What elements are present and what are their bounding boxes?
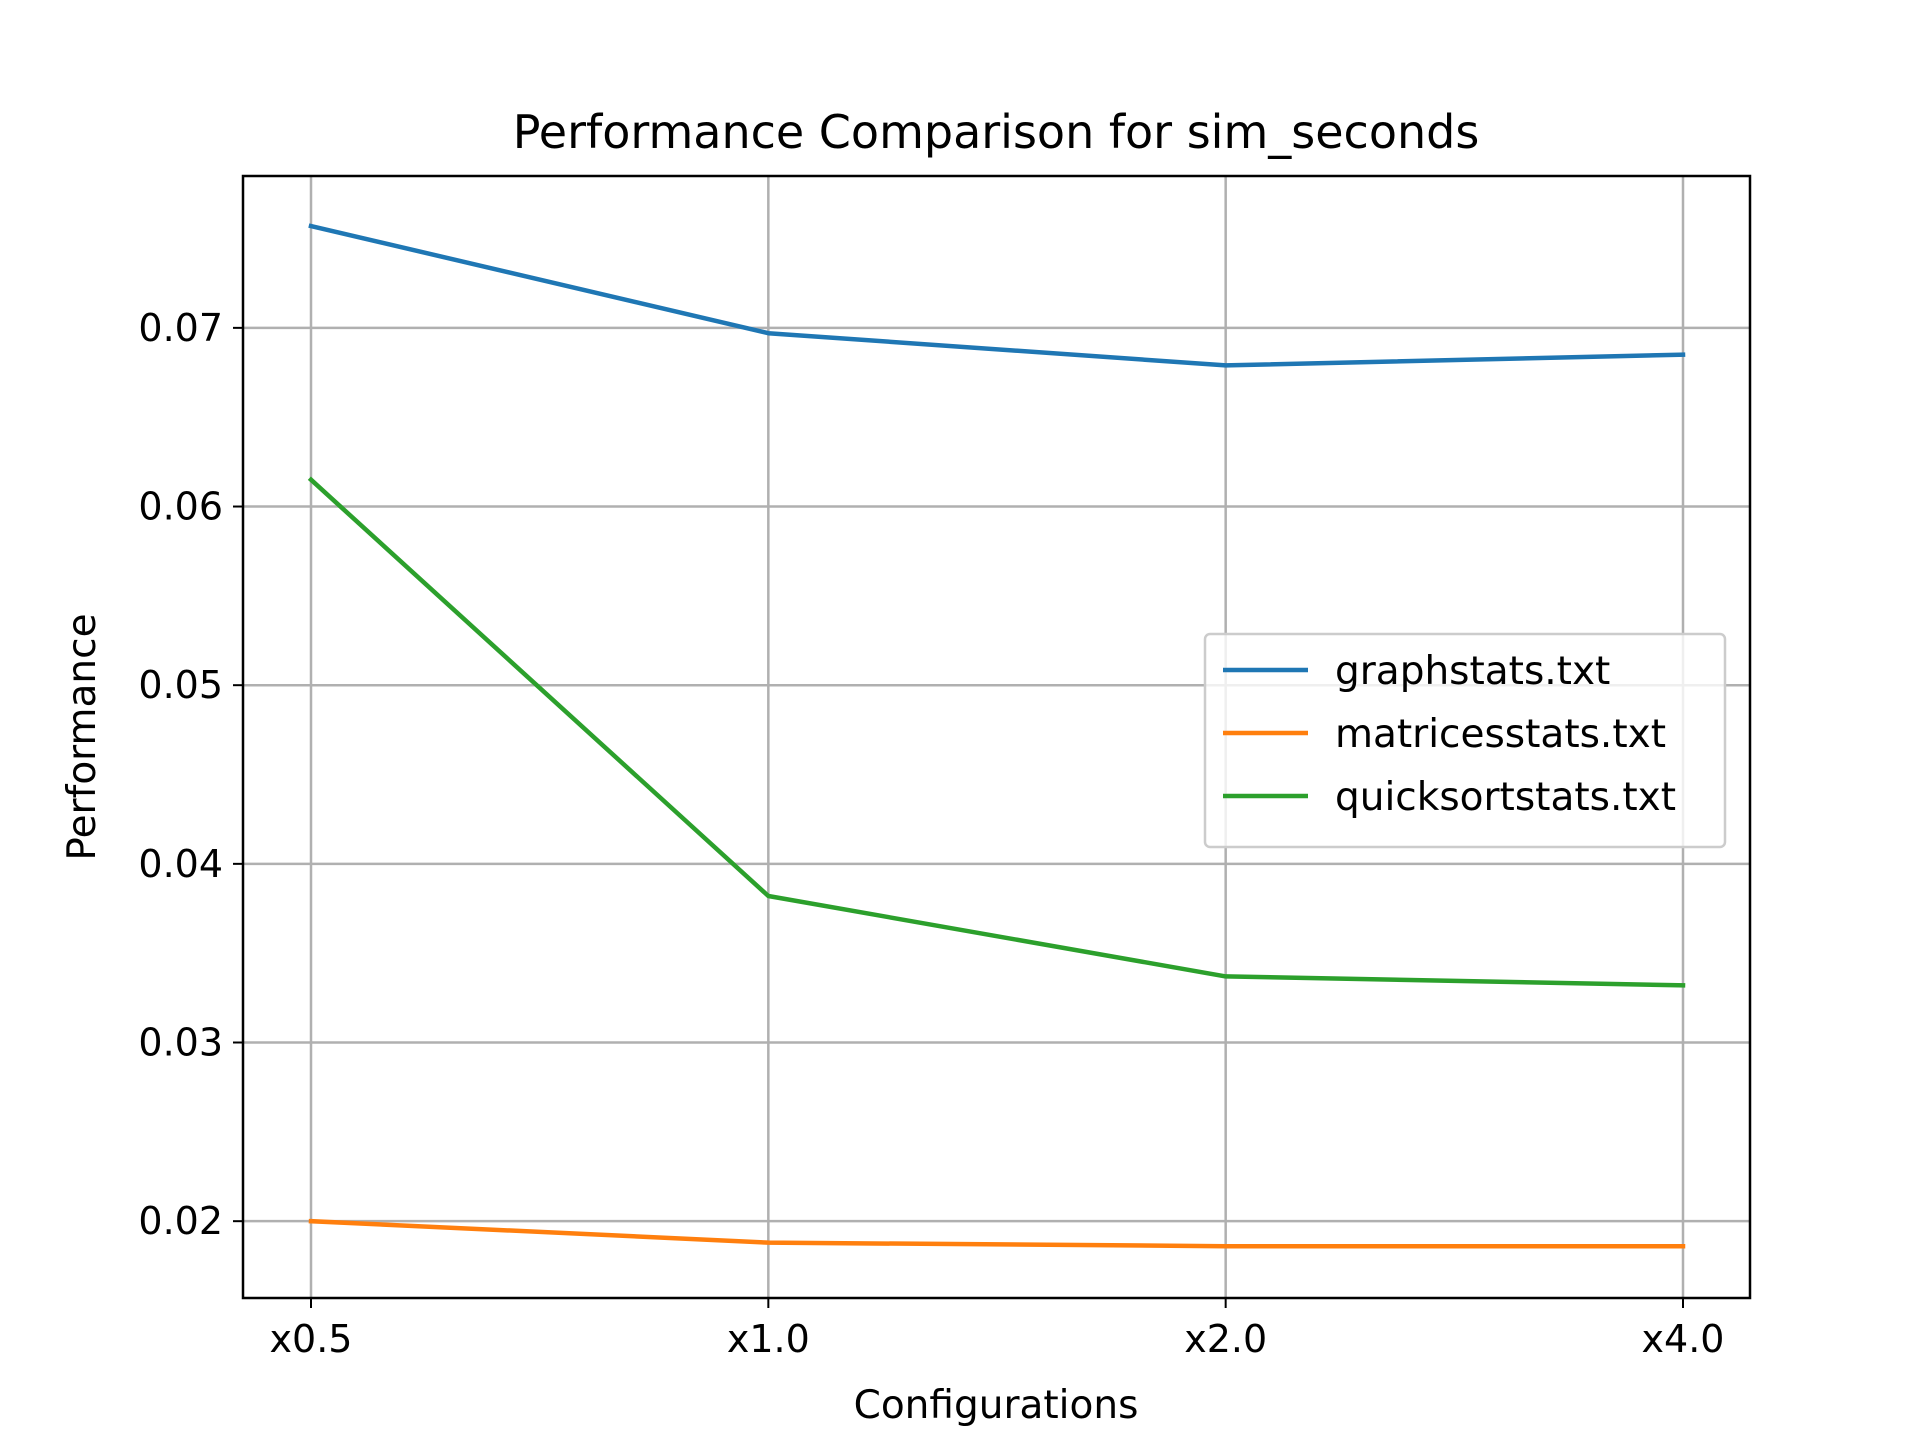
legend-label: graphstats.txt — [1335, 649, 1610, 694]
y-tick-label: 0.02 — [138, 1199, 223, 1243]
series-line-quicksortstats-txt — [307, 476, 1686, 988]
y-axis-ticks: 0.02 0.03 0.04 0.05 0.06 0.07 — [138, 306, 243, 1243]
plot-area-frame — [241, 174, 1752, 1300]
y-tick-label: 0.03 — [138, 1021, 223, 1065]
y-tick-label: 0.07 — [138, 306, 223, 350]
y-axis-label: Performance — [60, 613, 105, 860]
series-lines — [307, 223, 1686, 1249]
x-tick-label: x4.0 — [1642, 1317, 1725, 1361]
legend-label: quicksortstats.txt — [1335, 775, 1676, 820]
y-tick-label: 0.06 — [138, 485, 223, 529]
legend: graphstats.txt matricesstats.txt quicksort… — [1203, 632, 1727, 849]
x-tick-label: x2.0 — [1184, 1317, 1267, 1361]
x-tick-label: x1.0 — [727, 1317, 810, 1361]
x-axis-label: Configurations — [854, 1383, 1139, 1428]
series-line-graphstats-txt — [308, 223, 1686, 368]
x-tick-label: x0.5 — [270, 1317, 353, 1361]
y-tick-label: 0.04 — [138, 842, 223, 886]
series-line-matricesstats-txt — [308, 1218, 1686, 1249]
x-axis-ticks: x0.5 x1.0 x2.0 x4.0 — [270, 1298, 1725, 1361]
y-tick-label: 0.05 — [138, 663, 223, 707]
legend-box — [1203, 632, 1727, 849]
legend-label: matricesstats.txt — [1335, 712, 1666, 757]
chart-title: Performance Comparison for sim_seconds — [513, 105, 1480, 159]
